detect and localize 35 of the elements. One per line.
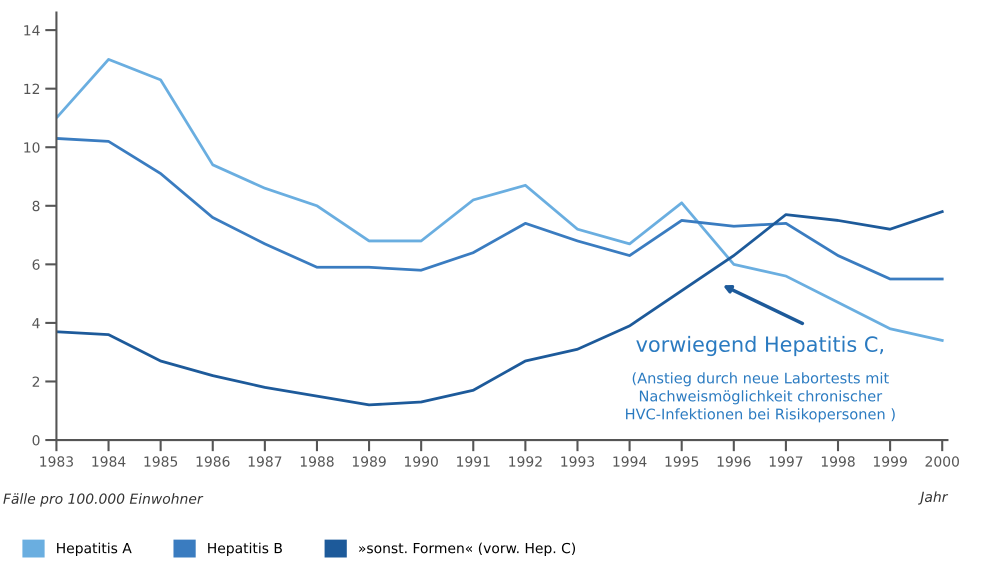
x-tick-label: 1996: [718, 456, 751, 467]
x-axis-title: Jahr: [918, 491, 948, 505]
y-axis-title: Fälle pro 100.000 Einwohner: [3, 493, 204, 507]
y-tick-label: 14: [24, 25, 40, 36]
x-tick-label: 1994: [613, 456, 646, 467]
x-tick-label: 1995: [666, 456, 698, 467]
annotation: (Anstieg durch neue Labortests mit Nachweismöglichkeit chronischer HVC-Infektionen bei Risikopersonen ): [626, 372, 895, 422]
x-tick-label: 1993: [561, 456, 594, 467]
x-tick-label: 1983: [40, 456, 73, 467]
x-tick-label: 1999: [874, 456, 907, 467]
legend-label: Hepatitis B: [208, 542, 282, 556]
y-tick-label: 10: [24, 142, 40, 153]
line-series: [56, 210, 944, 406]
y-tick-label: 2: [32, 376, 40, 387]
x-tick-label: 2000: [926, 456, 959, 467]
x-tick-label: 1990: [405, 456, 438, 467]
annotation: vorwiegend Hepatitis C,: [636, 336, 883, 356]
y-tick-label: 12: [24, 84, 40, 94]
line-series: [56, 137, 944, 280]
x-tick-label: 1984: [92, 456, 126, 467]
y-tick-label: 4: [32, 318, 40, 328]
x-tick-label: 1989: [352, 456, 386, 467]
x-tick-label: 1986: [196, 456, 230, 467]
x-tick-label: 1987: [248, 456, 282, 467]
x-tick-label: 1988: [300, 456, 334, 467]
x-tick-label: 1985: [144, 456, 178, 467]
x-tick-label: 1998: [822, 456, 855, 467]
y-tick-label: 6: [32, 259, 40, 270]
legend-label: »sonst. Formen« (vorw. Hep. C): [359, 542, 576, 556]
y-tick-label: 0: [32, 435, 40, 446]
y-tick-label: 8: [32, 200, 40, 212]
x-tick-label: 1992: [509, 456, 542, 467]
x-tick-label: 1997: [770, 456, 802, 467]
legend-label: Hepatitis A: [57, 542, 132, 556]
x-tick-label: 1991: [457, 456, 490, 467]
